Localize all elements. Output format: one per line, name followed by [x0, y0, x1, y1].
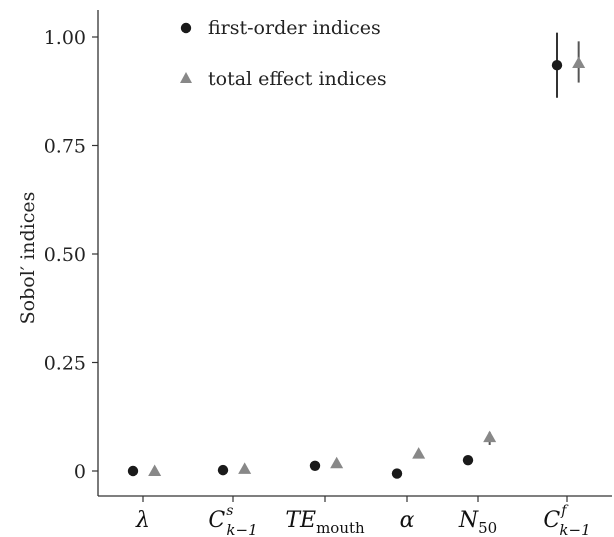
first-order-point	[551, 60, 563, 71]
first-order-point	[462, 454, 474, 466]
x-tick-label-N50: N50	[458, 508, 497, 537]
total-effect-point	[572, 56, 586, 69]
y-axis-title: Sobol′ indices	[17, 192, 39, 325]
legend-marker-first-order	[180, 22, 192, 34]
first-order-point	[127, 465, 139, 477]
y-ticks: 0 0.25 0.50 0.75 1.00	[44, 27, 98, 483]
axes	[97, 10, 612, 497]
legend: first-order indices total effect indices	[180, 17, 387, 90]
y-tick-label: 1.00	[44, 27, 86, 49]
y-tick-label: 0.50	[44, 244, 86, 266]
total-effect-point	[238, 462, 252, 474]
first-order-point	[309, 460, 321, 471]
total-effect-point	[148, 464, 162, 476]
legend-label-first-order: first-order indices	[208, 17, 381, 39]
x-tick-label-Cf: Cf k−1	[543, 503, 590, 537]
total-effect-point	[412, 447, 426, 459]
y-tick-label: 0	[74, 461, 86, 483]
legend-marker-total-effect	[180, 72, 192, 83]
first-order-point	[217, 464, 229, 476]
x-tick-label-Cs: Cs k−1	[208, 503, 257, 537]
x-tick-label-alpha: α	[400, 508, 415, 533]
data-marks	[127, 32, 586, 479]
y-tick-label: 0.75	[44, 136, 86, 158]
total-effect-point	[330, 456, 344, 469]
y-tick-label: 0.25	[44, 353, 86, 375]
total-effect-point	[483, 430, 497, 443]
first-order-point	[391, 468, 403, 479]
legend-label-total-effect: total effect indices	[208, 68, 387, 90]
x-tick-label-TE: TEmouth	[285, 508, 365, 537]
x-ticks: λ Cs k−1 TEmouth α N50 Cf k−1	[135, 496, 591, 537]
x-tick-label-lambda: λ	[135, 508, 150, 533]
